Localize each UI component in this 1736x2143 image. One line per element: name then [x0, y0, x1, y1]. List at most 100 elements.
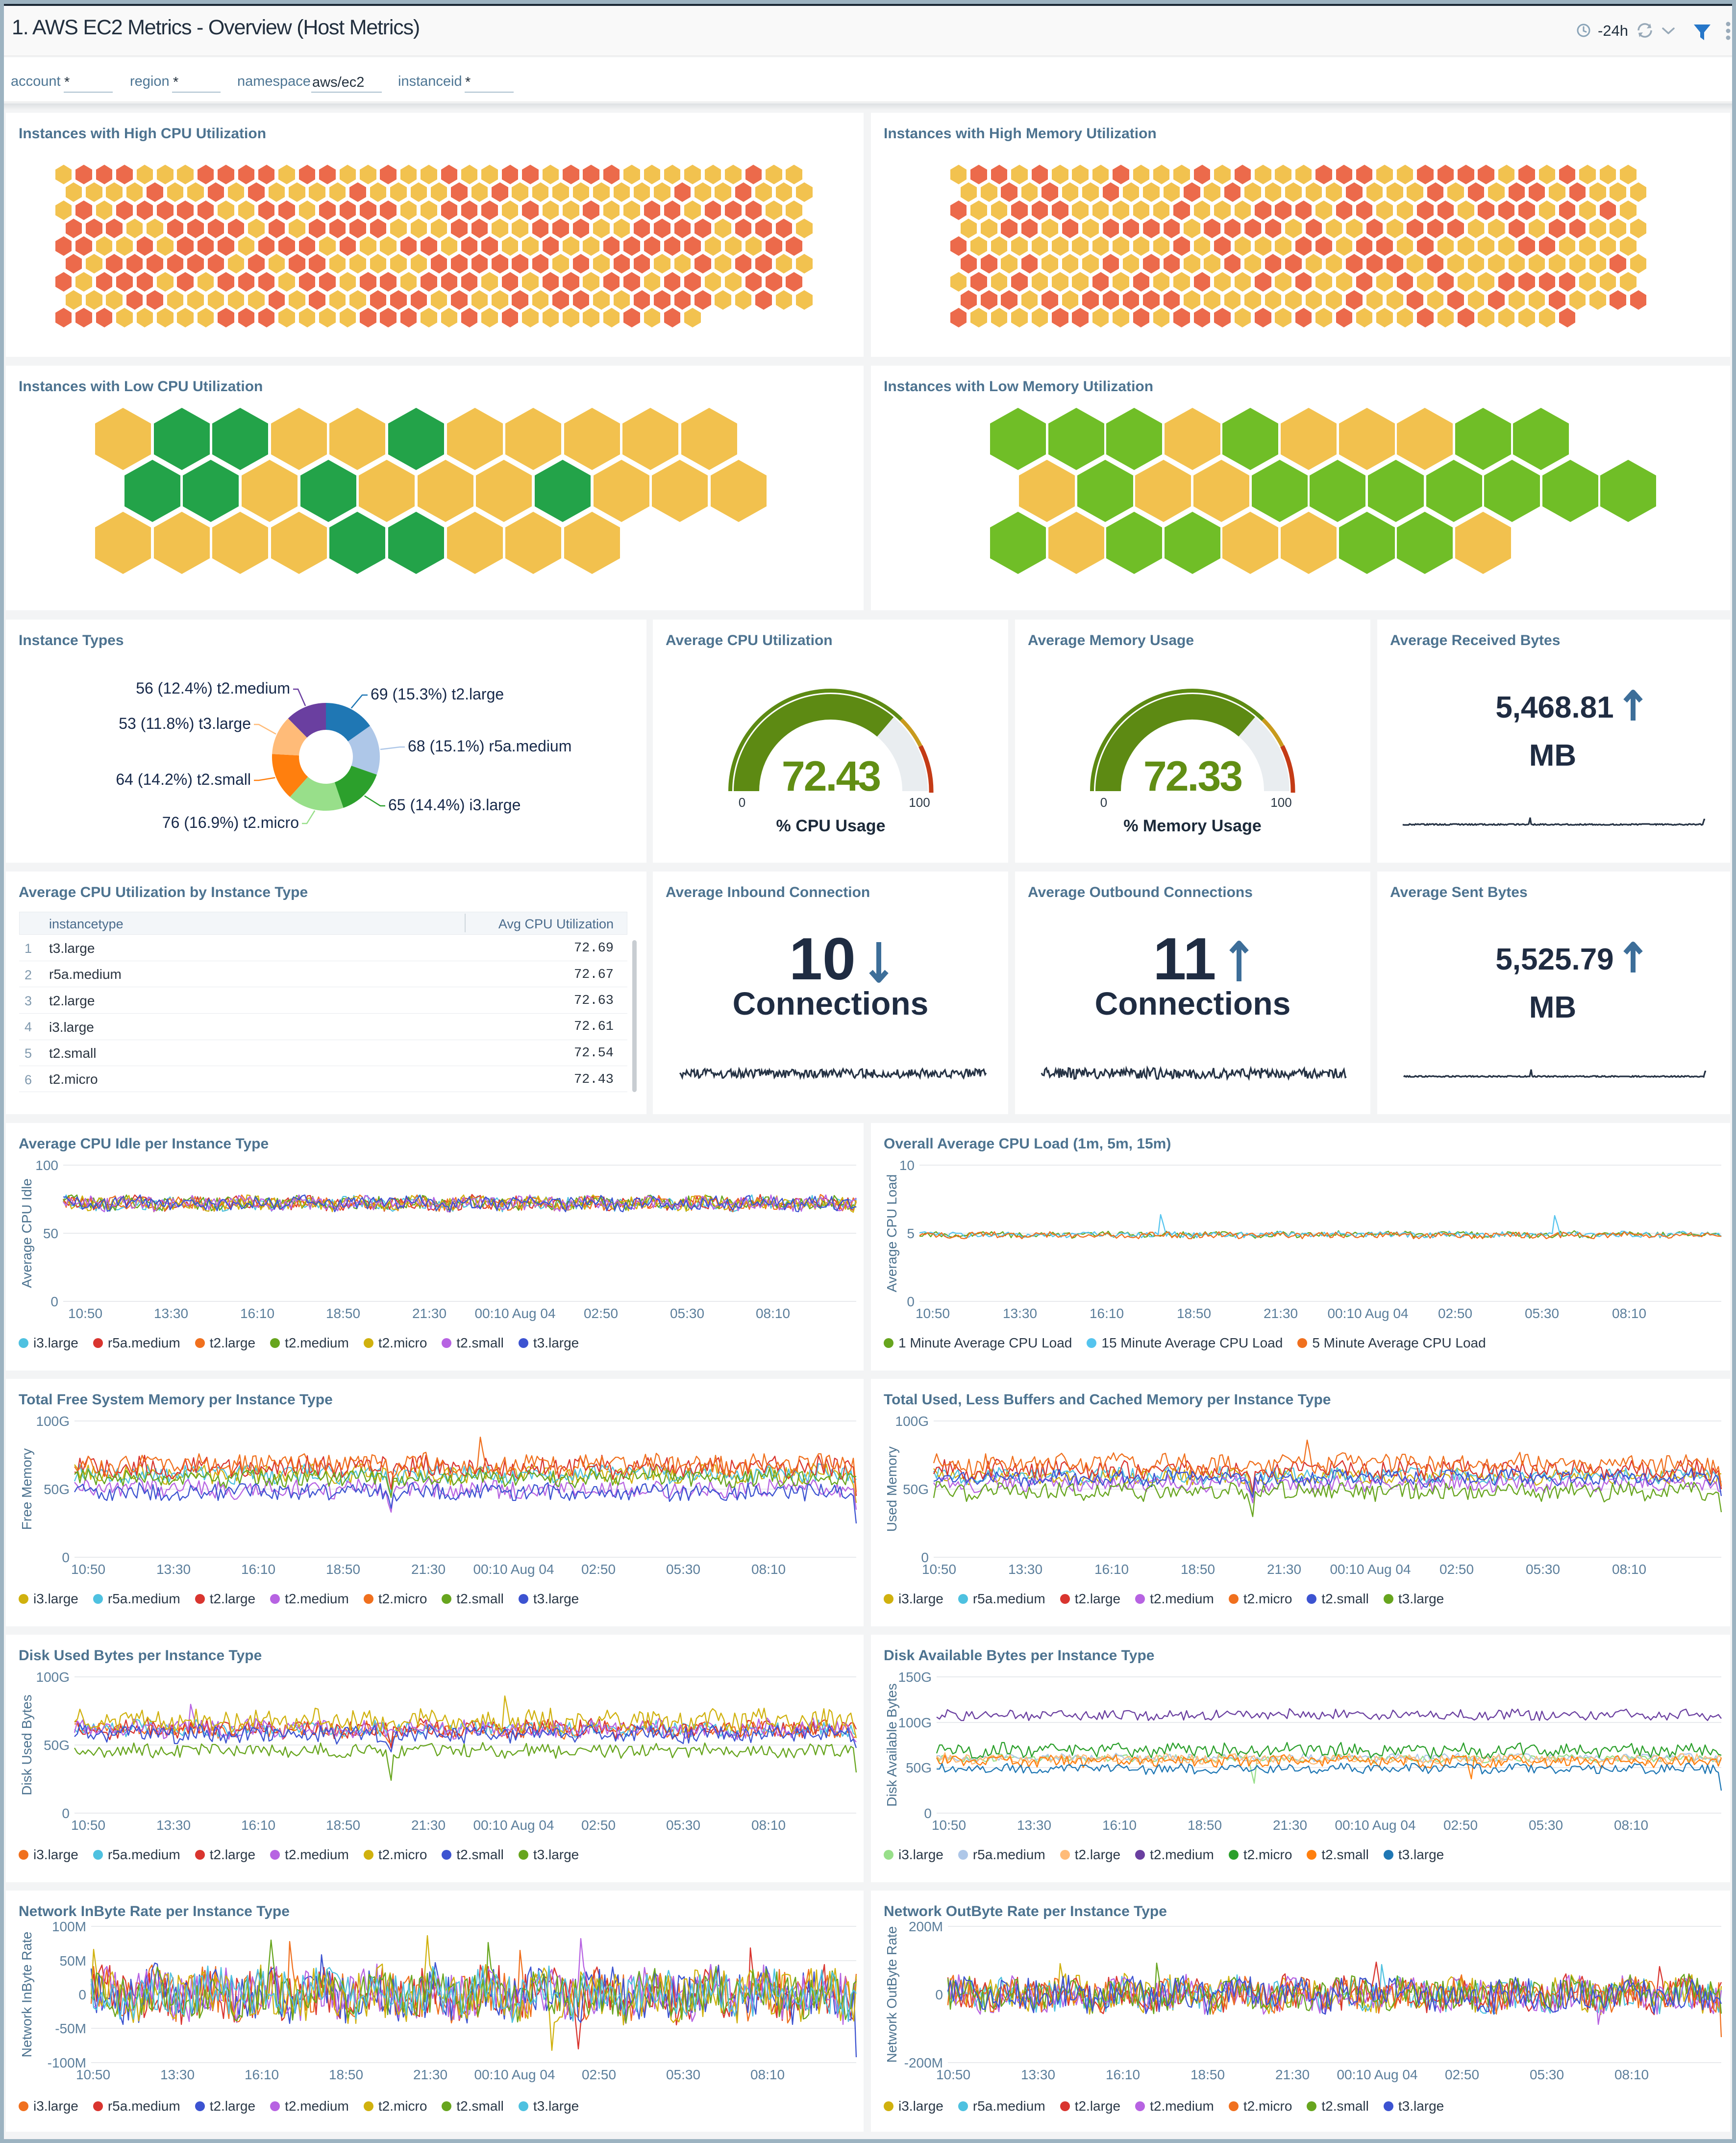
- svg-text:100M: 100M: [52, 1919, 86, 1934]
- svg-text:02:50: 02:50: [1443, 1818, 1478, 1833]
- svg-text:10:50: 10:50: [76, 2067, 110, 2082]
- svg-text:13:30: 13:30: [1003, 1306, 1037, 1321]
- svg-text:02:50: 02:50: [1438, 1306, 1472, 1321]
- svg-text:-24h: -24h: [1598, 22, 1628, 39]
- svg-text:05:30: 05:30: [666, 1562, 700, 1577]
- svg-text:02:50: 02:50: [581, 1818, 616, 1833]
- svg-text:16:10: 16:10: [1106, 2067, 1140, 2082]
- svg-text:100G: 100G: [895, 1414, 929, 1429]
- svg-text:21:30: 21:30: [1275, 2067, 1310, 2082]
- svg-text:200M: 200M: [909, 1919, 943, 1934]
- svg-text:21:30: 21:30: [411, 1562, 446, 1577]
- svg-text:16:10: 16:10: [245, 2067, 279, 2082]
- svg-text:18:50: 18:50: [326, 1306, 360, 1321]
- svg-text:13:30: 13:30: [160, 2067, 195, 2082]
- svg-text:18:50: 18:50: [326, 1562, 360, 1577]
- svg-text:10:50: 10:50: [71, 1818, 105, 1833]
- svg-text:08:10: 08:10: [751, 1818, 786, 1833]
- svg-text:13:30: 13:30: [154, 1306, 188, 1321]
- svg-text:100G: 100G: [898, 1715, 932, 1730]
- svg-text:5: 5: [907, 1226, 915, 1241]
- svg-text:00:10 Aug 04: 00:10 Aug 04: [1327, 1306, 1408, 1321]
- svg-text:10:50: 10:50: [68, 1306, 102, 1321]
- svg-text:18:50: 18:50: [329, 2067, 363, 2082]
- svg-text:18:50: 18:50: [326, 1818, 360, 1833]
- svg-text:08:10: 08:10: [1614, 1818, 1648, 1833]
- svg-text:10:50: 10:50: [922, 1562, 956, 1577]
- svg-text:13:30: 13:30: [1017, 1818, 1051, 1833]
- svg-text:0: 0: [62, 1806, 70, 1821]
- svg-text:Free Memory: Free Memory: [19, 1448, 34, 1530]
- svg-text:00:10 Aug 04: 00:10 Aug 04: [473, 1818, 554, 1833]
- svg-text:0: 0: [907, 1294, 915, 1309]
- svg-text:-100M: -100M: [48, 2055, 86, 2070]
- svg-text:0: 0: [924, 1806, 932, 1821]
- svg-text:16:10: 16:10: [241, 1818, 275, 1833]
- svg-text:10:50: 10:50: [916, 1306, 950, 1321]
- svg-text:02:50: 02:50: [1445, 2067, 1479, 2082]
- svg-text:08:10: 08:10: [751, 1562, 786, 1577]
- svg-text:50M: 50M: [60, 1953, 86, 1969]
- svg-text:50G: 50G: [44, 1738, 70, 1753]
- svg-text:08:10: 08:10: [750, 2067, 785, 2082]
- svg-text:50G: 50G: [906, 1760, 932, 1775]
- svg-text:05:30: 05:30: [1529, 1818, 1563, 1833]
- svg-text:08:10: 08:10: [1614, 2067, 1649, 2082]
- svg-text:0: 0: [78, 1987, 86, 2002]
- svg-text:21:30: 21:30: [1273, 1818, 1307, 1833]
- svg-text:10:50: 10:50: [932, 1818, 966, 1833]
- svg-text:21:30: 21:30: [411, 1818, 446, 1833]
- svg-text:00:10 Aug 04: 00:10 Aug 04: [473, 1562, 554, 1577]
- svg-text:10:50: 10:50: [71, 1562, 105, 1577]
- svg-text:02:50: 02:50: [581, 1562, 616, 1577]
- svg-text:0: 0: [62, 1550, 70, 1565]
- svg-text:00:10 Aug 04: 00:10 Aug 04: [474, 1306, 555, 1321]
- svg-text:05:30: 05:30: [666, 1818, 700, 1833]
- svg-text:50G: 50G: [44, 1482, 70, 1497]
- svg-text:10: 10: [899, 1158, 915, 1173]
- svg-text:08:10: 08:10: [1612, 1562, 1646, 1577]
- svg-text:00:10 Aug 04: 00:10 Aug 04: [1330, 1562, 1411, 1577]
- svg-text:16:10: 16:10: [1094, 1562, 1129, 1577]
- svg-text:00:10 Aug 04: 00:10 Aug 04: [474, 2067, 555, 2082]
- svg-text:16:10: 16:10: [240, 1306, 274, 1321]
- svg-text:18:50: 18:50: [1190, 2067, 1225, 2082]
- svg-text:100G: 100G: [36, 1670, 70, 1685]
- svg-text:150G: 150G: [898, 1670, 932, 1685]
- svg-text:18:50: 18:50: [1188, 1818, 1222, 1833]
- svg-text:13:30: 13:30: [1008, 1562, 1042, 1577]
- svg-text:05:30: 05:30: [1530, 2067, 1564, 2082]
- svg-text:02:50: 02:50: [584, 1306, 618, 1321]
- svg-text:Network OutByte Rate: Network OutByte Rate: [884, 1926, 899, 2063]
- svg-text:05:30: 05:30: [670, 1306, 704, 1321]
- svg-text:16:10: 16:10: [1102, 1818, 1137, 1833]
- svg-text:05:30: 05:30: [666, 2067, 700, 2082]
- svg-text:-50M: -50M: [55, 2021, 86, 2036]
- svg-text:02:50: 02:50: [582, 2067, 616, 2082]
- svg-text:50G: 50G: [903, 1482, 929, 1497]
- svg-text:00:10 Aug 04: 00:10 Aug 04: [1335, 1818, 1415, 1833]
- svg-text:Average CPU Load: Average CPU Load: [884, 1174, 899, 1293]
- svg-text:18:50: 18:50: [1181, 1562, 1215, 1577]
- svg-text:13:30: 13:30: [156, 1562, 191, 1577]
- svg-text:0: 0: [935, 1987, 943, 2002]
- svg-text:16:10: 16:10: [1090, 1306, 1124, 1321]
- svg-text:0: 0: [921, 1550, 929, 1565]
- svg-text:Average CPU Idle: Average CPU Idle: [19, 1178, 34, 1288]
- svg-text:Network InByte Rate: Network InByte Rate: [19, 1932, 34, 2058]
- svg-text:08:10: 08:10: [756, 1306, 790, 1321]
- svg-text:02:50: 02:50: [1439, 1562, 1474, 1577]
- svg-text:0: 0: [50, 1294, 58, 1309]
- svg-text:13:30: 13:30: [1021, 2067, 1055, 2082]
- svg-text:21:30: 21:30: [1264, 1306, 1298, 1321]
- svg-text:16:10: 16:10: [241, 1562, 275, 1577]
- svg-text:21:30: 21:30: [412, 1306, 446, 1321]
- svg-text:13:30: 13:30: [156, 1818, 191, 1833]
- svg-text:Disk Used Bytes: Disk Used Bytes: [19, 1694, 34, 1795]
- svg-text:100G: 100G: [36, 1414, 70, 1429]
- svg-text:50: 50: [43, 1226, 58, 1241]
- svg-text:18:50: 18:50: [1177, 1306, 1211, 1321]
- svg-text:05:30: 05:30: [1526, 1562, 1560, 1577]
- svg-text:21:30: 21:30: [413, 2067, 447, 2082]
- svg-text:-200M: -200M: [904, 2055, 943, 2070]
